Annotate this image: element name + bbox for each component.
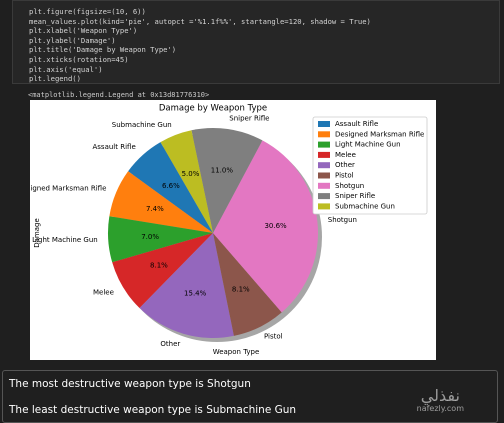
watermark-arabic: نفذلي	[420, 386, 460, 405]
slice-label: Assault Rifle	[93, 143, 136, 151]
chart: Damage by Weapon Type Weapon Type Damage…	[30, 100, 436, 360]
slice-label: Shotgun	[328, 216, 357, 224]
legend-swatch	[318, 141, 330, 148]
pie-slice	[139, 233, 234, 338]
legend-swatch	[318, 182, 330, 189]
legend-label: Sniper Rifle	[335, 192, 375, 200]
slice-label: Sniper Rifle	[229, 115, 269, 123]
legend-label: Other	[335, 161, 355, 169]
pct-label: 8.1%	[150, 261, 168, 269]
slice-label: Designed Marksman Rifle	[30, 185, 106, 193]
legend-label: Submachine Gun	[335, 202, 395, 210]
result-output: The most destructive weapon type is Shot…	[2, 370, 498, 423]
code-line: mean_values.plot(kind='pie', autopct ='%…	[29, 16, 371, 26]
pie-slice	[108, 216, 213, 263]
pie-slice	[213, 140, 318, 313]
slice-label: Pistol	[264, 333, 283, 341]
code-line: plt.axis('equal')	[29, 64, 103, 74]
legend-swatch	[318, 193, 330, 200]
legend-label: Light Machine Gun	[335, 141, 401, 149]
legend-swatch	[318, 172, 330, 179]
pct-label: 11.0%	[211, 167, 234, 175]
legend-label: Shotgun	[335, 182, 364, 190]
watermark-site: nafezly.com	[416, 404, 464, 413]
code-cell[interactable]: plt.figure(figsize=(10, 6)) mean_values.p…	[12, 0, 500, 84]
pie-slice	[112, 233, 213, 309]
pie-slice	[109, 171, 213, 233]
result-line: The most destructive weapon type is Shot…	[9, 378, 251, 390]
pct-label: 5.0%	[182, 170, 200, 178]
x-axis-label: Weapon Type	[213, 348, 260, 356]
result-line: The least destructive weapon type is Sub…	[9, 404, 297, 416]
pie-slice	[128, 142, 213, 233]
legend-swatch	[318, 131, 330, 138]
pct-label: 6.6%	[162, 182, 180, 190]
pie-slice	[160, 130, 213, 233]
cell-output: <matplotlib.legend.Legend at 0x13d817763…	[28, 91, 210, 99]
pie-slice	[213, 233, 282, 336]
y-axis-label: Damage	[33, 218, 41, 248]
code-line: plt.title('Damage by Weapon Type')	[29, 45, 177, 55]
legend-swatch	[318, 203, 330, 210]
pct-label: 8.1%	[232, 286, 250, 294]
legend-label: Melee	[335, 151, 356, 159]
pie-slice	[191, 128, 263, 233]
legend-label: Assault Rifle	[335, 120, 378, 128]
code-line: plt.figure(figsize=(10, 6))	[29, 7, 146, 16]
code-line: plt.legend()	[29, 74, 81, 84]
slice-label: Light Machine Gun	[32, 236, 98, 244]
watermark: نفذلي nafezly.com	[416, 386, 464, 414]
chart-title: Damage by Weapon Type	[159, 104, 267, 114]
slice-label: Submachine Gun	[112, 121, 172, 129]
pct-label: 15.4%	[184, 289, 207, 297]
legend-swatch	[318, 151, 330, 158]
slice-label: Melee	[93, 288, 114, 296]
legend-swatch	[318, 121, 330, 127]
pct-label: 7.0%	[141, 233, 159, 241]
legend-swatch	[318, 162, 330, 169]
code-line: plt.ylabel('Damage')	[29, 35, 116, 45]
legend-label: Pistol	[335, 172, 354, 180]
slice-label: Other	[160, 340, 180, 348]
code-line: plt.xticks(rotation=45)	[29, 54, 129, 64]
legend-label: Designed Marksman Rifle	[335, 130, 424, 138]
legend-box	[312, 116, 428, 215]
code-line: plt.xlabel('Weapon Type')	[29, 26, 138, 36]
pct-label: 30.6%	[264, 222, 287, 230]
pct-label: 7.4%	[146, 205, 164, 213]
